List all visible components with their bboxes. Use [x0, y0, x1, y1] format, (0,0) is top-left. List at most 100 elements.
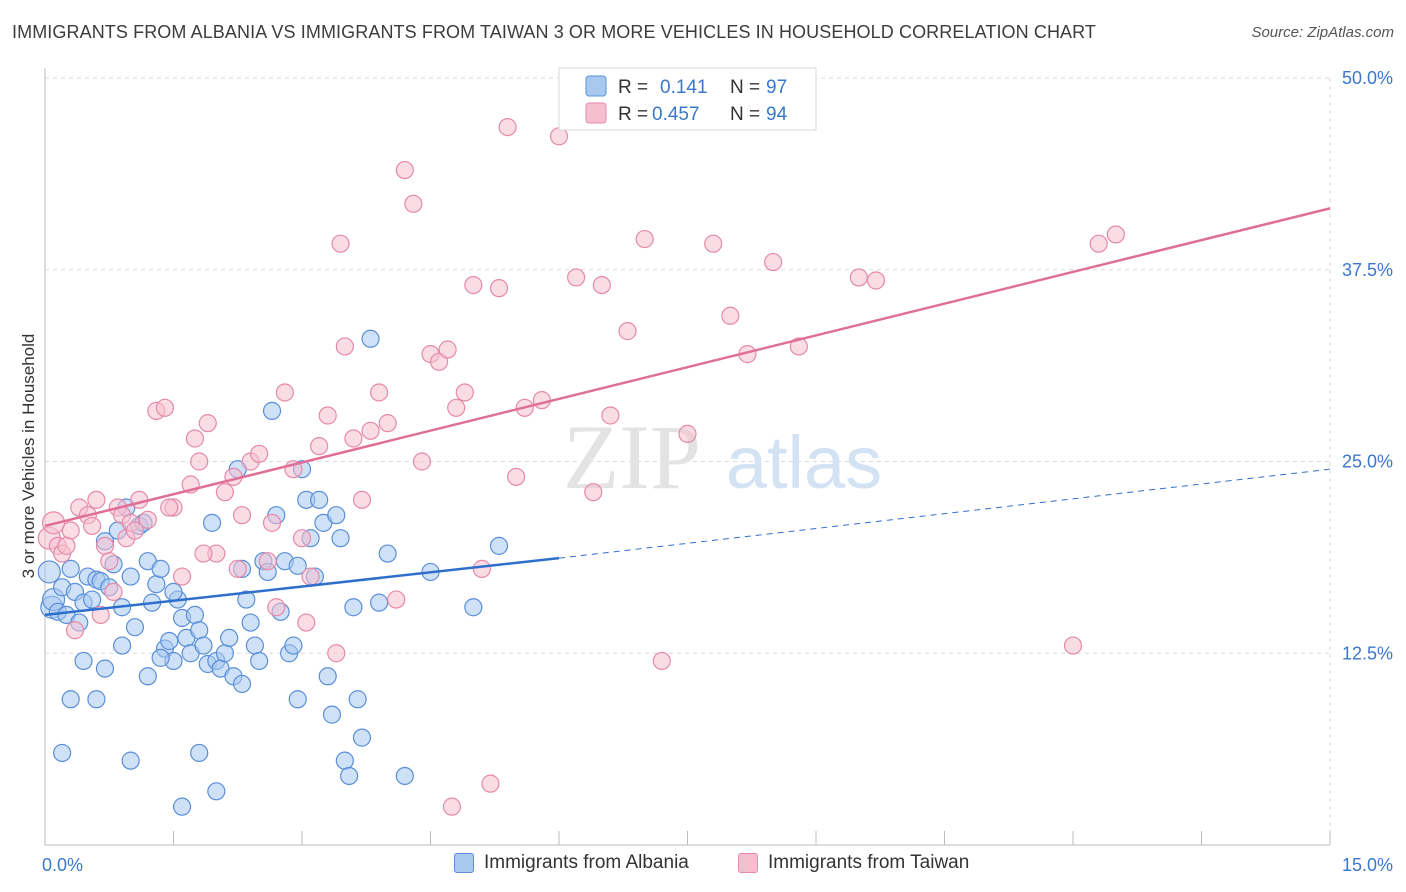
albania-point-91: [95, 659, 115, 678]
albania-point-6: [61, 559, 80, 578]
x-tick-label-0: 0.0%: [42, 855, 83, 875]
legend-n-value-albania: 97: [766, 77, 787, 98]
taiwan-point-67: [584, 483, 603, 502]
taiwan-point-38: [301, 567, 320, 586]
albania-point-37: [194, 636, 213, 655]
y-tick-label-2: 37.5%: [1342, 260, 1393, 280]
bottom-legend-taiwan: Immigrants from Taiwan: [738, 852, 969, 874]
albania-point-78: [395, 766, 414, 786]
taiwan-point-84: [57, 536, 76, 555]
axes: [44, 68, 1331, 846]
taiwan-point-60: [489, 279, 509, 298]
y-tick-label-3: 50.0%: [1342, 68, 1393, 88]
watermark-atlas: atlas: [726, 421, 882, 504]
taiwan-point-74: [704, 234, 723, 253]
bottom-legend-albania: Immigrants from Albania: [454, 852, 689, 874]
albania-point-21: [125, 618, 145, 637]
albania-point-76: [370, 593, 389, 612]
taiwan-point-18: [138, 510, 157, 529]
taiwan-point-48: [387, 590, 406, 609]
albania-point-82: [61, 690, 80, 709]
taiwan-point-20: [155, 398, 175, 417]
taiwan-point-58: [472, 559, 491, 578]
taiwan-point-68: [592, 275, 611, 295]
albania-point-96: [74, 651, 93, 671]
taiwan-point-93: [442, 797, 462, 816]
albania-point-66: [318, 667, 337, 686]
albania-point-50: [250, 651, 269, 671]
taiwan-point-40: [318, 406, 337, 425]
taiwan-point-51: [412, 452, 432, 471]
taiwan-point-44: [352, 490, 372, 509]
albania-point-29: [160, 631, 179, 651]
legend-r-label-albania: R =: [618, 77, 648, 98]
taiwan-point-11: [100, 552, 119, 571]
taiwan-point-39: [310, 437, 329, 456]
tick-labels: 12.5% 25.0% 37.5% 50.0% 0.0% 15.0%: [42, 68, 1393, 875]
albania-point-89: [207, 782, 226, 801]
taiwan-point-75: [721, 306, 740, 325]
albania-point-87: [172, 797, 192, 816]
albania-point-64: [310, 490, 329, 509]
albania-point-73: [348, 690, 367, 709]
albania-point-95: [288, 690, 307, 709]
taiwan-point-47: [378, 414, 397, 433]
taiwan-point-69: [601, 406, 620, 425]
legend-n-value-taiwan: 94: [766, 104, 788, 125]
taiwan-point-82: [1089, 234, 1108, 253]
bottom-legend-swatch-taiwan: [738, 853, 758, 873]
albania-point-11: [83, 590, 102, 609]
albania-point-43: [220, 628, 239, 648]
taiwan-trend-line: [44, 207, 1331, 528]
taiwan-point-73: [678, 424, 697, 443]
taiwan-point-57: [464, 275, 483, 295]
taiwan-point-12: [104, 582, 123, 601]
taiwan-point-88: [194, 544, 213, 563]
albania-point-36: [190, 621, 209, 640]
taiwan-point-53: [429, 352, 449, 371]
legend: R = 0.141 N = 97 R = 0.457 N = 94: [558, 67, 817, 131]
albania-point-94: [232, 674, 252, 694]
legend-r-label-taiwan: R =: [618, 104, 648, 125]
taiwan-point-91: [297, 613, 316, 632]
legend-n-label-albania: N =: [730, 77, 760, 98]
legend-r-value-taiwan: 0.457: [652, 104, 700, 125]
legend-swatch-taiwan: [585, 102, 607, 124]
albania-point-93: [151, 648, 170, 667]
taiwan-point-33: [258, 552, 277, 571]
taiwan-point-4: [61, 521, 80, 540]
taiwan-points: [37, 117, 1125, 816]
taiwan-point-81: [1063, 636, 1083, 655]
albania-point-69: [331, 529, 350, 548]
taiwan-point-26: [198, 414, 217, 433]
taiwan-point-77: [764, 252, 783, 272]
taiwan-point-45: [361, 421, 380, 440]
taiwan-point-50: [404, 194, 423, 213]
watermark-zip: ZIP: [563, 406, 701, 508]
albania-point-0: [37, 560, 61, 584]
albania-point-71: [340, 766, 359, 786]
y-tick-label-1: 25.0%: [1342, 452, 1393, 472]
taiwan-point-24: [185, 429, 205, 448]
albania-points: [37, 329, 509, 816]
taiwan-point-35: [275, 383, 294, 402]
taiwan-point-71: [635, 229, 654, 249]
bottom-legend-swatch-albania: [454, 853, 474, 873]
taiwan-point-41: [327, 644, 346, 663]
taiwan-point-56: [455, 383, 474, 402]
taiwan-point-85: [91, 605, 110, 625]
albania-point-83: [87, 690, 106, 709]
albania-point-74: [352, 728, 372, 747]
taiwan-point-55: [447, 398, 466, 417]
albania-point-49: [245, 636, 264, 655]
taiwan-point-43: [344, 429, 363, 448]
bottom-legend: Immigrants from Albania Immigrants from …: [0, 852, 1406, 878]
taiwan-point-72: [652, 651, 671, 671]
albania-point-42: [215, 644, 234, 663]
albania-point-85: [138, 667, 157, 686]
albania-point-35: [185, 605, 205, 625]
source-label: Source: ZipAtlas.com: [1251, 24, 1394, 41]
taiwan-point-8: [83, 516, 102, 536]
x-tick-label-1: 15.0%: [1342, 855, 1393, 875]
